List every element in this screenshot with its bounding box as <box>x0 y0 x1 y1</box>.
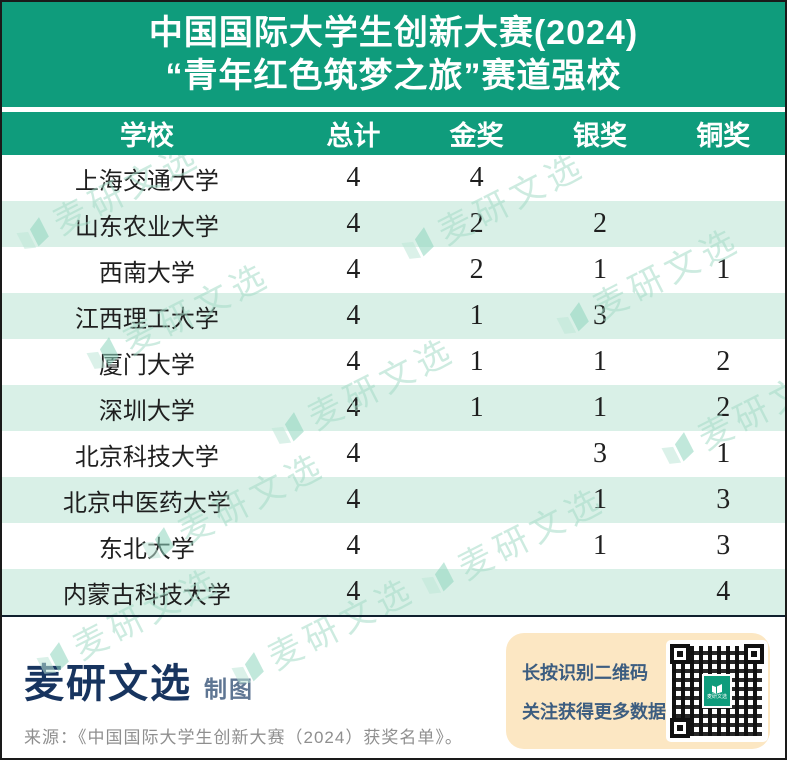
silver-count: 3 <box>592 300 607 331</box>
page-title-line1: 中国国际大学生创新大赛(2024) <box>148 14 639 52</box>
table-row: 上海交通大学 4 4 <box>2 155 785 201</box>
bronze-count: 2 <box>716 346 731 377</box>
qr-card: 长按识别二维码 关注获得更多数据 麦研文选 <box>506 633 770 749</box>
bronze-count: 3 <box>716 530 731 561</box>
table-row: 北京科技大学 4 3 1 <box>2 431 785 477</box>
table-row: 江西理工大学 4 1 3 <box>2 293 785 339</box>
gold-count: 4 <box>469 162 484 193</box>
total-count: 4 <box>346 438 361 469</box>
school-name: 西南大学 <box>98 259 195 287</box>
bronze-count: 2 <box>716 392 731 423</box>
title-band: 中国国际大学生创新大赛(2024) “青年红色筑梦之旅”赛道强校 <box>2 2 785 107</box>
table-row: 深圳大学 4 1 1 2 <box>2 385 785 431</box>
qr-finder-icon <box>744 644 764 664</box>
silver-count: 1 <box>592 254 607 285</box>
table-row: 西南大学 4 2 1 1 <box>2 247 785 293</box>
school-name: 深圳大学 <box>98 397 195 425</box>
brand-name: 麦研文选 <box>24 662 192 706</box>
column-header-total: 总计 <box>326 121 381 151</box>
silver-count: 3 <box>592 438 607 469</box>
school-name: 东北大学 <box>98 535 195 563</box>
table-row: 山东农业大学 4 2 2 <box>2 201 785 247</box>
total-count: 4 <box>346 162 361 193</box>
total-count: 4 <box>346 346 361 377</box>
school-name: 厦门大学 <box>98 351 195 379</box>
school-name: 山东农业大学 <box>74 213 219 241</box>
gold-count: 2 <box>469 254 484 285</box>
title-separator <box>2 107 785 112</box>
table-row: 北京中医药大学 4 1 3 <box>2 477 785 523</box>
silver-count: 2 <box>592 208 607 239</box>
qr-card-text: 长按识别二维码 关注获得更多数据 <box>506 652 666 730</box>
qr-card-line1: 长按识别二维码 <box>522 662 648 683</box>
qr-finder-icon <box>670 718 690 738</box>
bronze-count: 1 <box>716 438 731 469</box>
silver-count: 1 <box>592 484 607 515</box>
total-count: 4 <box>346 254 361 285</box>
table-row: 内蒙古科技大学 4 4 <box>2 569 785 615</box>
table-header-row: 学校 总计 金奖 银奖 铜奖 <box>2 112 785 155</box>
school-name: 北京科技大学 <box>74 443 219 471</box>
school-name: 北京中医药大学 <box>62 489 231 517</box>
total-count: 4 <box>346 530 361 561</box>
silver-count: 1 <box>592 392 607 423</box>
column-header-bronze: 铜奖 <box>696 121 751 151</box>
bronze-count: 4 <box>716 576 731 607</box>
gold-count: 1 <box>469 392 484 423</box>
awards-table: 上海交通大学 4 4 山东农业大学 4 2 2 西南大学 4 2 1 1 江西理… <box>2 155 785 615</box>
total-count: 4 <box>346 300 361 331</box>
table-row: 厦门大学 4 1 1 2 <box>2 339 785 385</box>
qr-card-line2: 关注获得更多数据 <box>522 701 666 722</box>
column-header-school: 学校 <box>119 121 174 151</box>
gold-count: 1 <box>469 300 484 331</box>
qr-logo-text: 麦研文选 <box>706 693 727 700</box>
total-count: 4 <box>346 392 361 423</box>
column-header-silver: 银奖 <box>572 121 627 151</box>
brand-block: 麦研文选 制图 来源：《中国国际大学生创新大赛（2024）获奖名单》。 <box>24 651 463 748</box>
bronze-count: 1 <box>716 254 731 285</box>
school-name: 内蒙古科技大学 <box>62 581 231 609</box>
footer: 麦研文选 制图 来源：《中国国际大学生创新大赛（2024）获奖名单》。 长按识别… <box>2 617 785 756</box>
qr-finder-icon <box>670 644 690 664</box>
total-count: 4 <box>346 576 361 607</box>
gold-count: 1 <box>469 346 484 377</box>
school-name: 江西理工大学 <box>74 305 219 333</box>
table-row: 东北大学 4 1 3 <box>2 523 785 569</box>
open-book-icon <box>712 683 722 693</box>
qr-center-logo: 麦研文选 <box>702 674 732 708</box>
gold-count: 2 <box>469 208 484 239</box>
total-count: 4 <box>346 484 361 515</box>
page-title-line2: “青年红色筑梦之旅”赛道强校 <box>165 57 622 95</box>
silver-count: 1 <box>592 530 607 561</box>
source-note: 来源：《中国国际大学生创新大赛（2024）获奖名单》。 <box>24 728 463 747</box>
qr-code: 麦研文选 <box>666 640 768 742</box>
column-header-gold: 金奖 <box>449 121 504 151</box>
school-name: 上海交通大学 <box>74 167 219 195</box>
bronze-count: 3 <box>716 484 731 515</box>
silver-count: 1 <box>592 346 607 377</box>
total-count: 4 <box>346 208 361 239</box>
footer-separator <box>2 615 785 617</box>
brand-suffix: 制图 <box>204 676 254 702</box>
